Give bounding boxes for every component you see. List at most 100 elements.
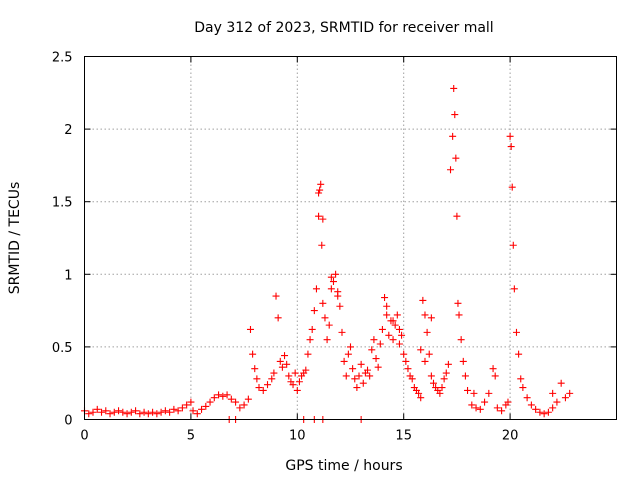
data-point [557,379,565,387]
data-point [278,363,286,371]
data-point [140,408,148,416]
data-point [523,394,531,402]
data-point [491,372,499,380]
data-point [255,384,263,392]
data-point [193,410,201,418]
data-point [132,407,140,415]
data-point [372,355,380,363]
data-point [381,294,389,302]
data-point [489,365,497,373]
data-point [310,307,318,315]
data-point [452,154,460,162]
data-point [240,401,248,409]
data-point [549,404,557,412]
data-point [493,404,501,412]
data-point [459,357,467,365]
data-point [318,241,326,249]
data-point [123,410,131,418]
data-point [308,325,316,333]
data-point [106,410,114,418]
data-point [417,394,425,402]
grid-layer [84,56,617,420]
data-point [519,384,527,392]
data-point [244,395,252,403]
data-point [481,398,489,406]
data-point [561,394,569,402]
data-point [189,407,197,415]
data-point [364,366,372,374]
data-point [321,314,329,322]
data-point [98,408,106,416]
data-point [340,357,348,365]
data-point [385,331,393,339]
data-point [427,372,435,380]
data-point [455,311,463,319]
data-point [468,401,476,409]
data-point [402,357,410,365]
data-point [454,299,462,307]
data-point [93,405,101,413]
x-tick-label: 10 [289,429,306,444]
data-point [510,285,518,293]
data-point [451,111,459,119]
data-point [223,391,231,399]
y-axis-title: SRMTID / TECUs [7,182,23,295]
data-point [359,379,367,387]
data-point [389,336,397,344]
y-tick-label: 1.5 [52,196,73,211]
data-point [210,394,218,402]
data-point [187,398,195,406]
data-point [202,402,210,410]
data-point [319,299,327,307]
data-point [421,311,429,319]
data-point [338,328,346,336]
data-point [253,375,261,383]
data-point [198,405,206,413]
data-point [304,350,312,358]
data-point [517,375,525,383]
data-point [144,410,152,418]
data-point [232,398,240,406]
x-tick-label: 5 [187,429,195,444]
data-point [215,391,223,399]
data-point [549,389,557,397]
data-point [327,273,335,281]
data-point [149,408,157,416]
data-point [110,408,118,416]
data-point [449,132,457,140]
data-point [312,285,320,293]
data-point [515,350,523,358]
data-point [509,241,517,249]
data-point [512,328,520,336]
data-point [281,352,289,360]
data-point [498,407,506,415]
plot-frame [84,56,617,420]
data-point [440,375,448,383]
data-point [285,372,293,380]
data-point [127,408,135,416]
data-point [436,389,444,397]
x-tick-label: 15 [395,429,412,444]
data-point [227,395,235,403]
data-point [425,350,433,358]
data-point [395,325,403,333]
data-point [249,350,257,358]
chart-title: Day 312 of 2023, SRMTID for receiver mal… [194,20,493,36]
data-point [395,340,403,348]
y-tick-label: 2 [64,123,72,138]
y-tick-label: 1 [64,268,72,283]
y-tick-label: 0.5 [52,341,73,356]
data-point [344,350,352,358]
data-point [374,363,382,371]
data-point [170,405,178,413]
data-point [283,360,291,368]
data-point [544,408,552,416]
data-point [378,325,386,333]
data-point [527,401,535,409]
data-point [383,311,391,319]
data-point [553,398,561,406]
data-point [507,143,515,151]
data-point [389,317,397,325]
x-axis-title: GPS time / hours [285,458,402,474]
data-point [315,212,323,220]
